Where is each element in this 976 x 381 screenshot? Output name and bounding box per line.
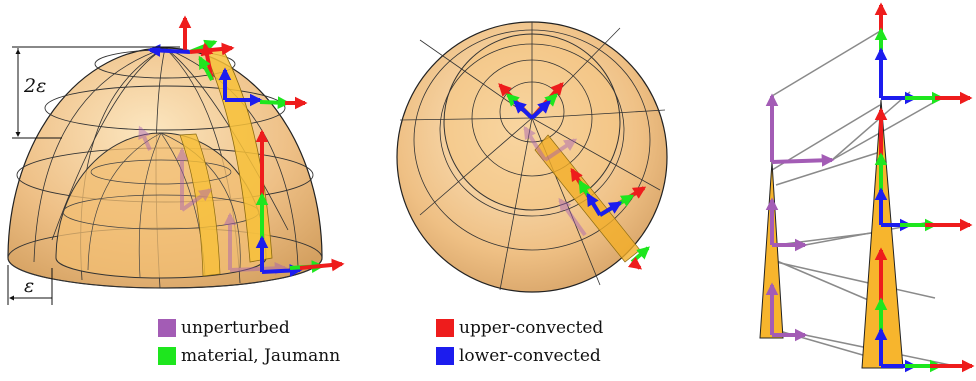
legend-unperturbed: unperturbed xyxy=(158,318,290,338)
lower-convected-swatch xyxy=(436,347,454,365)
bottom-vector-cluster xyxy=(255,129,345,277)
legend-label: unperturbed xyxy=(181,318,290,338)
legend-upper-convected: upper-convected xyxy=(436,318,603,338)
wedge-panel xyxy=(759,2,975,373)
unperturbed-swatch xyxy=(158,319,176,337)
faded-inner-arrows xyxy=(138,125,288,275)
sphere-grid-lines xyxy=(399,22,666,291)
legend-label: material, Jaumann xyxy=(181,346,341,366)
upper-band-vectors xyxy=(198,42,308,110)
sphere-top-view xyxy=(396,21,668,293)
height-dimension-label: 2ε xyxy=(23,75,46,97)
upper-convected-swatch xyxy=(436,319,454,337)
legend-material-jaumann: material, Jaumann xyxy=(158,346,340,366)
legend-label: upper-convected xyxy=(459,318,604,338)
legend-label: lower-convected xyxy=(459,346,601,366)
right-column-middle-arrows xyxy=(874,107,973,232)
legend-lower-convected: lower-convected xyxy=(436,346,601,366)
material-swatch xyxy=(158,347,176,365)
inner-band xyxy=(179,133,221,277)
right-column-bottom-arrows xyxy=(874,247,975,373)
outer-band xyxy=(203,47,273,263)
dimension-lines xyxy=(7,46,180,305)
faded-sphere-arrows xyxy=(523,125,587,237)
left-column-arrows xyxy=(765,93,835,342)
center-vector-cluster xyxy=(498,82,564,120)
band-vector-cluster xyxy=(570,167,650,270)
connector-lines xyxy=(769,29,956,367)
hemisphere-panel: 2ε ε xyxy=(7,15,345,305)
right-column-top-arrows xyxy=(874,2,973,105)
width-dimension-label: ε xyxy=(24,275,34,297)
